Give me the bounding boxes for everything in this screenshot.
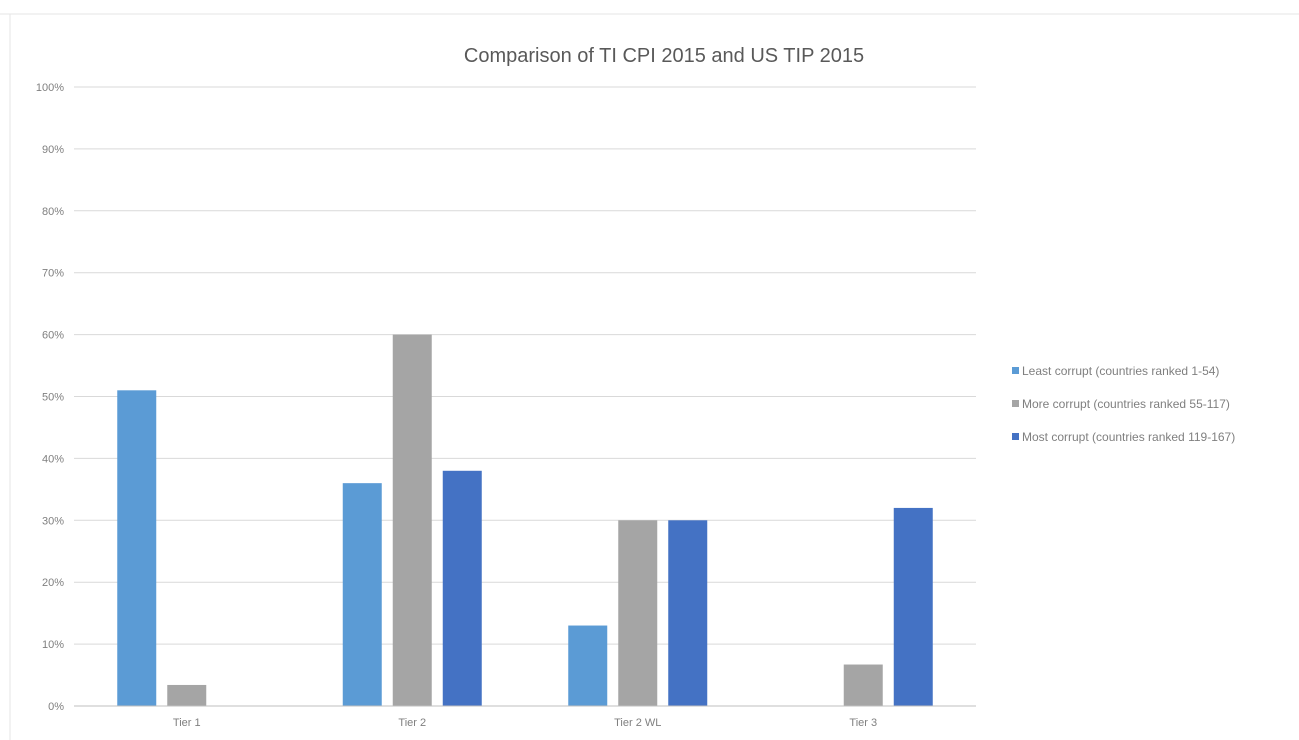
legend-swatch (1012, 400, 1019, 407)
legend: Least corrupt (countries ranked 1-54) Mor… (1012, 364, 1235, 444)
legend-swatch (1012, 367, 1019, 374)
x-tick-label: Tier 2 WL (614, 717, 661, 729)
y-tick-label: 70% (42, 268, 64, 280)
legend-label: Most corrupt (countries ranked 119-167) (1022, 430, 1235, 444)
x-tick-label: Tier 1 (173, 717, 201, 729)
chart-title: Comparison of TI CPI 2015 and US TIP 201… (464, 45, 864, 67)
bar (568, 625, 608, 706)
x-tick-label: Tier 2 (398, 717, 426, 729)
bar (392, 334, 432, 706)
y-tick-label: 10% (42, 639, 64, 651)
y-tick-label: 100% (36, 82, 64, 94)
bar (117, 390, 157, 706)
y-tick-label: 20% (42, 577, 64, 589)
legend-label: Least corrupt (countries ranked 1-54) (1022, 364, 1219, 378)
y-tick-label: 60% (42, 330, 64, 342)
bar (843, 664, 883, 706)
y-tick-label: 90% (42, 144, 64, 156)
bar (167, 684, 207, 706)
bar (618, 520, 658, 706)
legend-label: More corrupt (countries ranked 55-117) (1022, 397, 1230, 411)
legend-swatch (1012, 433, 1019, 440)
y-tick-label: 80% (42, 206, 64, 218)
bar (442, 470, 482, 706)
y-tick-label: 50% (42, 392, 64, 404)
y-tick-label: 0% (48, 701, 64, 713)
bar (893, 507, 933, 706)
x-tick-label: Tier 3 (849, 717, 877, 729)
y-tick-label: 40% (42, 453, 64, 465)
axes: 0% 10% 20% 30% 40% 50% 60% 70% 80% 90% 100% Tier 1 T… (36, 82, 976, 729)
y-tick-label: 30% (42, 515, 64, 527)
bars (117, 334, 933, 706)
bar (668, 520, 708, 706)
bar (342, 483, 382, 706)
